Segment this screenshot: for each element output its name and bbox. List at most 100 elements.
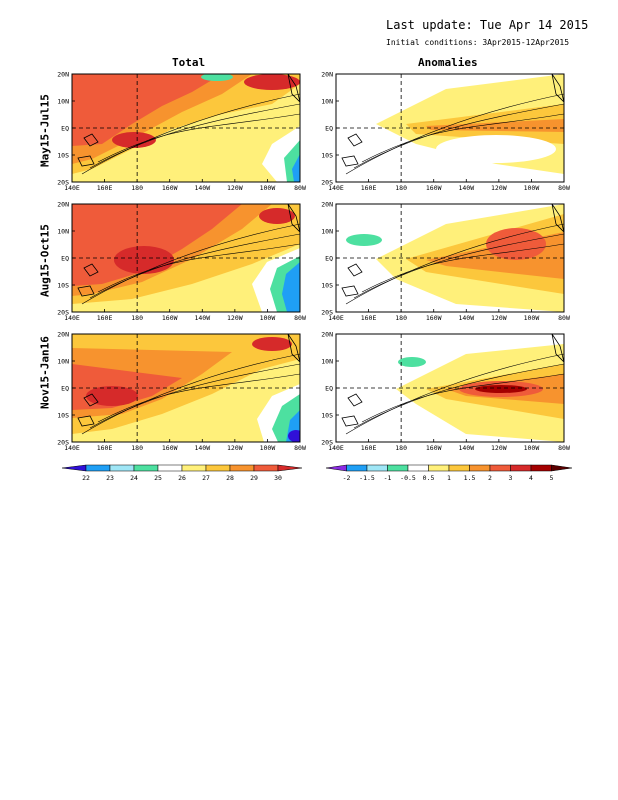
- lon-tick-label: 160W: [162, 314, 178, 322]
- lon-tick-label: 160E: [361, 314, 377, 322]
- lat-tick-label: 10N: [57, 358, 69, 366]
- land-outline: [551, 334, 564, 363]
- lon-tick-label: 160W: [426, 184, 442, 192]
- lon-tick-label: 100W: [260, 444, 276, 452]
- lat-tick-label: EQ: [325, 385, 333, 393]
- lon-tick-label: 80W: [294, 314, 306, 322]
- colorbar-label: 25: [154, 474, 162, 482]
- colorbar-swatch: [551, 464, 573, 472]
- sst-core: [112, 132, 156, 148]
- total-colorbar: 22 23 24 25 26 27 28 29 30: [61, 464, 303, 482]
- land-outline: [341, 393, 363, 427]
- contour-line: [345, 223, 564, 305]
- lon-tick-label: 140E: [64, 444, 80, 452]
- colorbar-label: -0.5: [400, 474, 416, 482]
- lon-tick-label: 180: [395, 184, 407, 192]
- lon-tick-label: 100W: [260, 314, 276, 322]
- colorbar-swatch: [277, 464, 303, 472]
- last-update-text: Last update: Tue Apr 14 2015: [386, 18, 589, 32]
- anomaly-panel-3: 140E 160E 180 160W 140W 120W 100W 80W 20N 10N EQ 10…: [321, 331, 570, 453]
- lon-tick-label: 180: [131, 314, 143, 322]
- colorbar-swatch: [428, 464, 450, 472]
- lat-tick-label: 20S: [321, 309, 333, 317]
- lon-tick-label: 120W: [227, 314, 243, 322]
- cool-anomaly: [346, 234, 382, 246]
- lat-tick-label: 20S: [57, 439, 69, 447]
- lon-tick-label: 80W: [294, 184, 306, 192]
- colorbar-label: 3: [509, 474, 513, 482]
- colorbar-swatch: [133, 464, 159, 472]
- contour-line: [345, 353, 564, 435]
- colorbar-label: 29: [250, 474, 258, 482]
- lat-tick-label: EQ: [61, 125, 69, 133]
- colorbar-swatch: [85, 464, 111, 472]
- colorbar-label: 1.5: [464, 474, 476, 482]
- contour-line: [89, 103, 300, 169]
- colorbar-swatch: [325, 464, 347, 472]
- contour-line: [89, 233, 300, 299]
- lat-tick-label: 10S: [321, 412, 333, 420]
- lat-tick-label: 10N: [321, 228, 333, 236]
- contour-line: [353, 103, 564, 169]
- contour-line: [81, 223, 300, 305]
- lat-tick-label: EQ: [325, 125, 333, 133]
- lon-tick-label: 160E: [361, 184, 377, 192]
- sst-band: [72, 204, 242, 286]
- anomaly-panel-1: 140E 160E 180 160W 140W 120W 100W 80W 20N 10N EQ 10…: [321, 71, 570, 193]
- contour-line: [97, 113, 300, 163]
- contour-line: [361, 373, 564, 423]
- land-outline: [341, 133, 363, 167]
- sst-core: [259, 208, 295, 224]
- colorbar-label: 28: [226, 474, 234, 482]
- sst-patch: [201, 74, 233, 81]
- lon-tick-label: 140E: [328, 314, 344, 322]
- lon-tick-label: 160W: [162, 444, 178, 452]
- contour-line: [81, 353, 300, 435]
- colorbar-swatch: [448, 464, 470, 472]
- lon-tick-label: 180: [395, 314, 407, 322]
- land-outline: [77, 393, 99, 427]
- colorbar-swatch: [346, 464, 368, 472]
- lon-tick-label: 120W: [227, 444, 243, 452]
- lon-tick-label: 140E: [328, 444, 344, 452]
- sst-core: [114, 246, 174, 274]
- lon-tick-label: 140W: [194, 314, 210, 322]
- lat-tick-label: 20N: [57, 201, 69, 209]
- anomaly-core: [486, 228, 546, 260]
- colorbar-swatch: [510, 464, 532, 472]
- lon-tick-label: 140W: [194, 184, 210, 192]
- colorbar-label: 1: [447, 474, 451, 482]
- cold-core: [288, 430, 300, 442]
- colorbar-label: 23: [106, 474, 114, 482]
- lat-tick-label: 10N: [321, 358, 333, 366]
- land-outline: [287, 74, 300, 103]
- lon-tick-label: 140W: [458, 444, 474, 452]
- lon-tick-label: 140E: [64, 314, 80, 322]
- colorbar-label: 30: [274, 474, 282, 482]
- lon-tick-label: 160W: [426, 314, 442, 322]
- lon-tick-label: 180: [131, 184, 143, 192]
- colorbar-swatch: [387, 464, 409, 472]
- colorbar-label: 5: [550, 474, 554, 482]
- colorbar-swatch: [366, 464, 388, 472]
- lon-tick-label: 120W: [491, 184, 507, 192]
- panel-field: [72, 204, 300, 312]
- colorbar-label: -1: [384, 474, 392, 482]
- cool-anomaly: [398, 357, 426, 367]
- lon-tick-label: 80W: [558, 184, 570, 192]
- lon-tick-label: 100W: [524, 314, 540, 322]
- lon-tick-label: 180: [395, 444, 407, 452]
- colorbar-swatch: [229, 464, 255, 472]
- colorbar-label: 2: [488, 474, 492, 482]
- lon-tick-label: 160E: [97, 314, 113, 322]
- colorbar-label: 27: [202, 474, 210, 482]
- cold-tongue: [282, 262, 300, 312]
- colorbar-swatch: [530, 464, 552, 472]
- lon-tick-label: 160W: [162, 184, 178, 192]
- colorbar-swatch: [109, 464, 135, 472]
- land-outline: [341, 263, 363, 297]
- panel-field: [72, 74, 300, 182]
- anomaly-panel-2: 140E 160E 180 160W 140W 120W 100W 80W 20N 10N EQ 10…: [321, 201, 570, 323]
- lat-tick-label: EQ: [325, 255, 333, 263]
